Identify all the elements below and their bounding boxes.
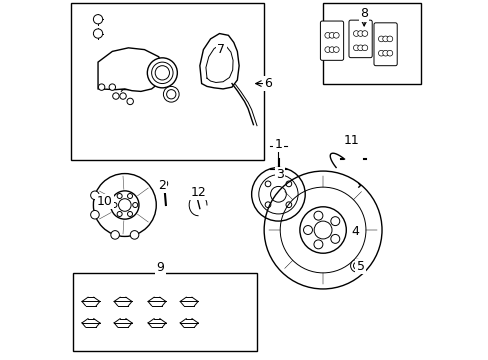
Circle shape: [93, 15, 102, 24]
Polygon shape: [98, 48, 162, 91]
Text: 2: 2: [157, 179, 165, 192]
Text: 12: 12: [190, 186, 205, 199]
Circle shape: [333, 32, 339, 38]
FancyBboxPatch shape: [348, 20, 371, 58]
FancyBboxPatch shape: [373, 23, 396, 66]
Circle shape: [132, 203, 138, 207]
Bar: [73, 273, 257, 351]
Circle shape: [386, 50, 392, 56]
Circle shape: [353, 262, 360, 269]
Circle shape: [361, 31, 367, 36]
Circle shape: [120, 93, 126, 99]
Circle shape: [357, 31, 363, 36]
Circle shape: [328, 32, 334, 38]
Text: 6: 6: [263, 77, 271, 90]
Circle shape: [117, 211, 122, 216]
Text: 3: 3: [276, 168, 284, 181]
Bar: [323, 3, 421, 84]
Circle shape: [90, 191, 99, 199]
Circle shape: [110, 191, 139, 219]
Circle shape: [118, 199, 131, 211]
Circle shape: [127, 194, 132, 198]
Text: 11: 11: [343, 134, 359, 147]
Circle shape: [382, 36, 387, 42]
Circle shape: [93, 174, 156, 237]
Circle shape: [90, 211, 99, 219]
Text: 1: 1: [274, 138, 282, 151]
Polygon shape: [200, 33, 239, 89]
Circle shape: [378, 36, 384, 42]
Circle shape: [275, 169, 282, 176]
Circle shape: [147, 58, 177, 88]
Circle shape: [163, 86, 179, 102]
Circle shape: [382, 50, 387, 56]
Circle shape: [324, 32, 330, 38]
Circle shape: [328, 47, 334, 53]
Text: 10: 10: [96, 195, 112, 208]
Text: 7: 7: [217, 43, 225, 56]
Circle shape: [324, 47, 330, 53]
Circle shape: [112, 93, 119, 99]
Bar: [71, 3, 264, 160]
Circle shape: [111, 231, 119, 239]
Circle shape: [353, 31, 358, 36]
Circle shape: [353, 45, 358, 51]
Text: 4: 4: [350, 225, 359, 238]
Circle shape: [378, 50, 384, 56]
Circle shape: [357, 45, 363, 51]
Circle shape: [109, 84, 115, 90]
Circle shape: [93, 29, 102, 38]
FancyBboxPatch shape: [320, 21, 343, 60]
Text: 9: 9: [156, 261, 164, 274]
Circle shape: [155, 66, 169, 80]
Circle shape: [160, 180, 167, 187]
Circle shape: [130, 231, 139, 239]
Circle shape: [127, 98, 133, 105]
Circle shape: [117, 194, 122, 198]
Circle shape: [386, 36, 392, 42]
Text: 5: 5: [356, 260, 364, 273]
Text: 8: 8: [360, 8, 367, 21]
Circle shape: [98, 84, 104, 90]
Circle shape: [127, 211, 132, 216]
Circle shape: [350, 259, 363, 272]
Circle shape: [112, 203, 117, 207]
Circle shape: [151, 62, 173, 84]
Circle shape: [333, 47, 339, 53]
Circle shape: [361, 45, 367, 51]
Circle shape: [166, 90, 176, 99]
